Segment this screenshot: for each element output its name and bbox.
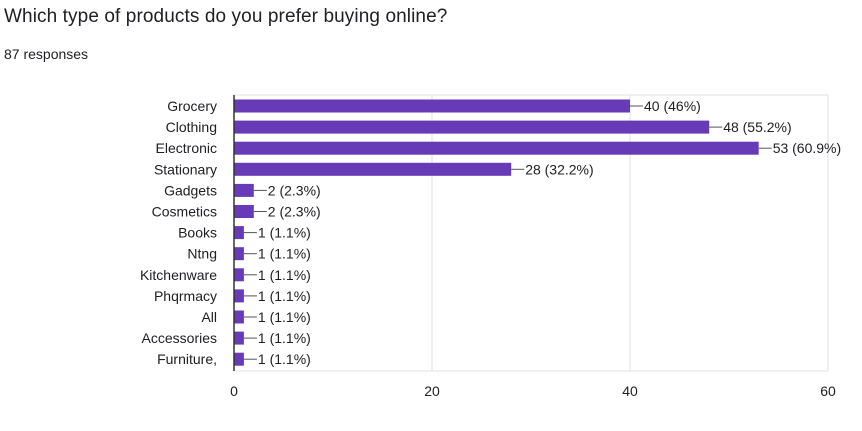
bar <box>234 183 254 197</box>
bar <box>234 141 759 155</box>
category-label: Furniture, <box>157 351 217 367</box>
category-label: Electronic <box>156 140 217 156</box>
category-label: Accessories <box>142 330 217 346</box>
category-label: Cosmetics <box>152 204 217 220</box>
bar <box>234 310 244 324</box>
response-count: 87 responses <box>4 46 89 62</box>
question-title: Which type of products do you prefer buy… <box>4 6 448 27</box>
data-label: 28 (32.2%) <box>525 161 593 177</box>
bar <box>234 331 244 345</box>
data-label: 1 (1.1%) <box>258 225 311 241</box>
bar <box>234 162 512 176</box>
bar <box>234 99 630 113</box>
category-label: Books <box>178 225 217 241</box>
bar <box>234 247 244 261</box>
data-label: 2 (2.3%) <box>268 204 321 220</box>
x-tick-label: 20 <box>424 383 440 399</box>
category-label: Ntng <box>187 246 217 262</box>
category-label: Grocery <box>167 98 217 114</box>
category-label: Phqrmacy <box>154 288 217 304</box>
bar <box>234 226 244 240</box>
data-label: 1 (1.1%) <box>258 330 311 346</box>
data-label: 53 (60.9%) <box>773 140 841 156</box>
x-tick-label: 0 <box>230 383 238 399</box>
bar <box>234 120 710 134</box>
category-label: All <box>201 309 217 325</box>
data-label: 40 (46%) <box>644 98 701 114</box>
bar <box>234 289 244 303</box>
bar <box>234 268 244 282</box>
category-label: Clothing <box>166 119 217 135</box>
category-label: Kitchenware <box>140 267 217 283</box>
data-label: 1 (1.1%) <box>258 309 311 325</box>
data-label: 1 (1.1%) <box>258 246 311 262</box>
data-label: 1 (1.1%) <box>258 288 311 304</box>
category-label: Gadgets <box>164 182 217 198</box>
data-label: 1 (1.1%) <box>258 351 311 367</box>
category-label: Stationary <box>154 161 217 177</box>
x-tick-label: 60 <box>820 383 836 399</box>
bar <box>234 205 254 218</box>
bar <box>234 352 244 366</box>
data-label: 2 (2.3%) <box>268 182 321 198</box>
data-label: 1 (1.1%) <box>258 267 311 283</box>
data-label: 48 (55.2%) <box>723 119 791 135</box>
x-tick-label: 40 <box>622 383 638 399</box>
